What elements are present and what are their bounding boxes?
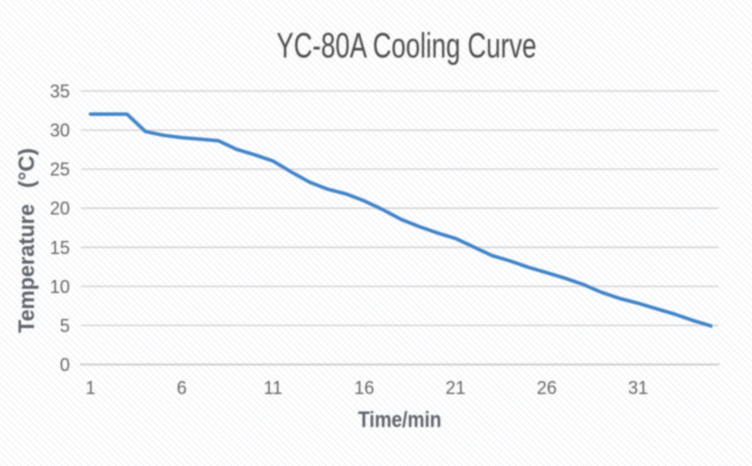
svg-text:1: 1 <box>85 378 95 398</box>
svg-text:5: 5 <box>60 316 70 336</box>
svg-text:15: 15 <box>50 238 70 258</box>
svg-text:25: 25 <box>50 160 70 180</box>
svg-text:0: 0 <box>60 355 70 375</box>
svg-text:(°C): (°C) <box>14 148 39 188</box>
svg-text:16: 16 <box>354 378 374 398</box>
svg-text:10: 10 <box>50 277 70 297</box>
svg-text:Temperature: Temperature <box>14 204 39 333</box>
svg-text:21: 21 <box>445 378 465 398</box>
svg-text:26: 26 <box>537 378 557 398</box>
svg-text:35: 35 <box>50 82 70 102</box>
svg-text:30: 30 <box>50 121 70 141</box>
svg-text:20: 20 <box>50 199 70 219</box>
svg-text:6: 6 <box>177 378 187 398</box>
svg-text:Time/min: Time/min <box>358 407 442 432</box>
svg-text:31: 31 <box>628 378 648 398</box>
svg-text:11: 11 <box>264 378 283 398</box>
svg-text:YC-80A Cooling Curve: YC-80A Cooling Curve <box>277 27 537 66</box>
